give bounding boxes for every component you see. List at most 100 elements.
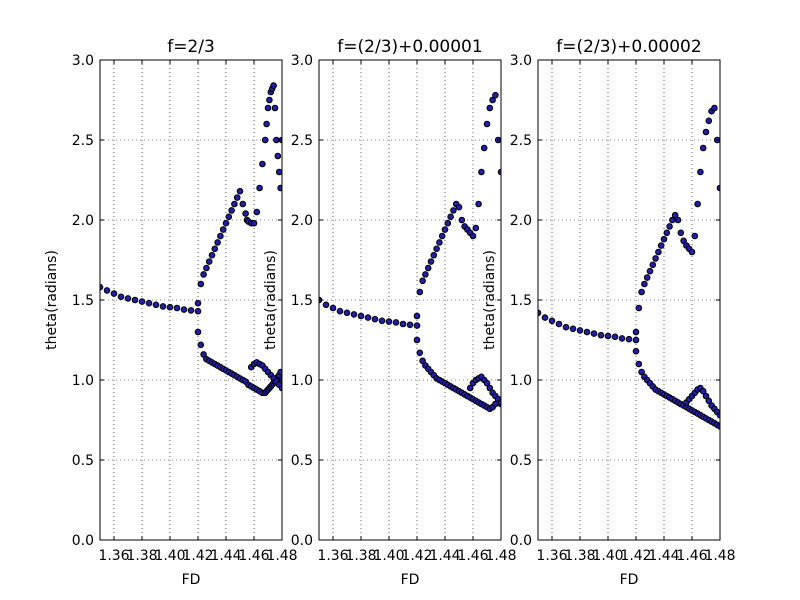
data-point (211, 245, 219, 253)
x-axis-label: FD (401, 572, 420, 588)
data-point (117, 293, 125, 301)
data-point (275, 168, 282, 176)
data-point (638, 288, 645, 296)
data-point (562, 323, 570, 331)
data-point (638, 368, 645, 376)
y-tick-label: 2.5 (510, 133, 532, 149)
data-point (131, 296, 139, 304)
data-point (392, 319, 400, 326)
y-tick-label: 3.0 (510, 53, 532, 69)
data-point (103, 287, 111, 294)
y-axis-label: theta(radians) (482, 250, 498, 350)
y-tick-label: 1.0 (72, 373, 94, 389)
data-point (438, 232, 446, 240)
data-point (677, 229, 685, 237)
x-tick-label: 1.38 (126, 548, 157, 564)
data-point (702, 392, 710, 400)
data-point (261, 136, 269, 144)
subplot-title: f=(2/3)+0.00002 (556, 37, 701, 57)
y-tick-label: 2.0 (510, 213, 532, 229)
data-point (441, 226, 449, 233)
data-point (263, 120, 270, 128)
x-tick-label: 1.48 (485, 548, 516, 564)
data-point (632, 328, 640, 336)
data-point (322, 301, 330, 309)
data-point (364, 314, 372, 321)
y-tick-label: 0.5 (510, 453, 532, 469)
data-point (217, 232, 224, 240)
data-point (278, 384, 282, 392)
data-point (450, 207, 457, 214)
data-point (100, 283, 104, 291)
data-point (497, 399, 501, 406)
y-tick-label: 2.5 (72, 133, 94, 149)
x-tick-label: 1.44 (429, 548, 460, 564)
y-tick-label: 0.5 (291, 453, 313, 469)
data-point (253, 208, 261, 216)
data-point (256, 184, 263, 192)
y-axis-label: theta(radians) (44, 250, 60, 350)
data-point (277, 368, 282, 376)
data-point (611, 333, 619, 341)
data-point (652, 255, 659, 262)
data-point (632, 347, 640, 355)
data-point (671, 211, 679, 219)
data-point (455, 203, 463, 211)
data-point (270, 82, 277, 89)
data-point (635, 304, 643, 312)
data-point (666, 223, 673, 230)
data-point (618, 335, 626, 342)
data-point (208, 251, 216, 259)
data-point (371, 315, 379, 323)
data-point (486, 384, 494, 392)
data-point (655, 248, 662, 256)
data-point (483, 120, 491, 128)
data-point (233, 194, 241, 201)
data-point (478, 168, 485, 176)
data-point (649, 261, 657, 269)
data-point (716, 423, 720, 430)
data-point (200, 351, 207, 358)
y-axis-label: theta(radians) (263, 250, 279, 350)
data-point (242, 210, 249, 217)
data-point (548, 317, 556, 325)
data-point (604, 332, 612, 340)
x-tick-label: 1.46 (457, 548, 488, 564)
data-point (385, 318, 393, 325)
x-tick-label: 1.38 (564, 548, 595, 564)
data-point (433, 245, 440, 253)
data-point (489, 96, 496, 104)
x-tick-label: 1.36 (317, 548, 348, 564)
data-point (271, 104, 279, 112)
x-tick-label: 1.46 (676, 548, 707, 564)
data-point (159, 303, 167, 310)
data-point (483, 379, 491, 387)
x-tick-label: 1.38 (345, 548, 376, 564)
data-point (632, 336, 640, 344)
data-point (458, 216, 466, 224)
data-point (259, 160, 266, 168)
data-point (475, 200, 482, 208)
data-point (643, 274, 651, 281)
x-tick-label: 1.40 (592, 548, 623, 564)
subplot-2: 1.361.381.401.421.441.461.480.00.51.01.5… (263, 37, 517, 588)
data-point (274, 152, 282, 160)
data-point (197, 341, 205, 349)
data-point (444, 219, 452, 227)
scatter-series (319, 91, 501, 413)
x-axis-label: FD (182, 572, 201, 588)
scatter-series (538, 104, 720, 430)
data-point (180, 306, 188, 313)
y-tick-label: 2.0 (72, 213, 94, 229)
data-point (194, 299, 202, 307)
y-tick-label: 1.5 (510, 293, 532, 309)
data-point (691, 232, 699, 240)
x-tick-label: 1.36 (98, 548, 129, 564)
data-point (555, 320, 563, 328)
data-point (466, 384, 474, 392)
y-tick-label: 1.0 (291, 373, 313, 389)
data-point (663, 229, 671, 237)
axes-background (319, 60, 501, 540)
data-point (231, 200, 238, 208)
